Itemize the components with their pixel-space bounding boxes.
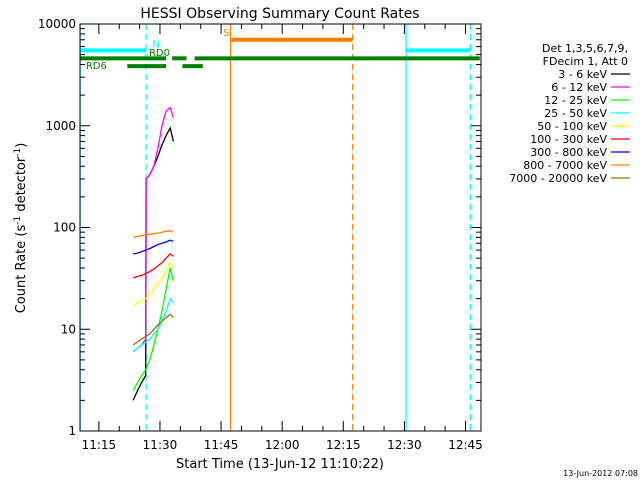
x-tick-label-6: 12:45 [448, 438, 483, 452]
series-line-5 [132, 253, 174, 279]
series-line-4 [132, 261, 174, 307]
legend-label-1: 6 - 12 keV [551, 81, 607, 94]
series-line-3 [132, 297, 174, 353]
series-line-6 [132, 239, 174, 255]
y-tick-label-3: 1000 [45, 119, 76, 133]
legend-label-6: 300 - 800 keV [530, 146, 607, 159]
y-tick-label-2: 100 [53, 221, 76, 235]
flag-label-3: S [223, 28, 229, 39]
flag-label-0: N [152, 39, 159, 50]
x-tick-label-1: 11:30 [143, 438, 178, 452]
y-tick-label-1: 10 [61, 322, 76, 336]
legend-label-4: 50 - 100 keV [537, 120, 607, 133]
chart-title: HESSI Observing Summary Count Rates [140, 6, 419, 22]
y-tick-label-0: 1 [68, 424, 76, 438]
series-line-2 [132, 267, 175, 391]
legend-header-line-1: Det 1,3,5,6,7,9, [542, 42, 628, 55]
y-tick-label-4: 10000 [38, 17, 76, 31]
x-tick-label-2: 11:45 [204, 438, 239, 452]
flag-label-1: RD0 [149, 48, 170, 59]
series-line-7 [132, 230, 174, 239]
x-tick-label-4: 12:15 [326, 438, 361, 452]
legend-label-7: 800 - 7000 keV [523, 159, 607, 172]
legend-label-2: 12 - 25 keV [544, 94, 607, 107]
x-tick-label-0: 11:15 [82, 438, 117, 452]
flag-label-2: RD6 [86, 61, 107, 72]
series-line-8 [132, 313, 174, 346]
legend-label-5: 100 - 300 keV [530, 133, 607, 146]
x-tick-label-3: 12:00 [265, 438, 300, 452]
legend-label-0: 3 - 6 keV [558, 68, 607, 81]
legend-header-line-2: FDecim 1, Att 0 [543, 55, 628, 68]
legend: Det 1,3,5,6,7,9, FDecim 1, Att 0 3 - 6 k… [509, 42, 630, 185]
legend-label-3: 25 - 50 keV [544, 107, 607, 120]
y-axis-label: Count Rate (s-1 detector-1) [13, 143, 29, 314]
legend-label-8: 7000 - 20000 keV [509, 172, 607, 185]
x-axis-label: Start Time (13-Jun-12 11:10:22) [176, 457, 384, 472]
x-tick-label-5: 12:30 [387, 438, 422, 452]
timestamp: 13-Jun-2012 07:08 [563, 469, 638, 478]
